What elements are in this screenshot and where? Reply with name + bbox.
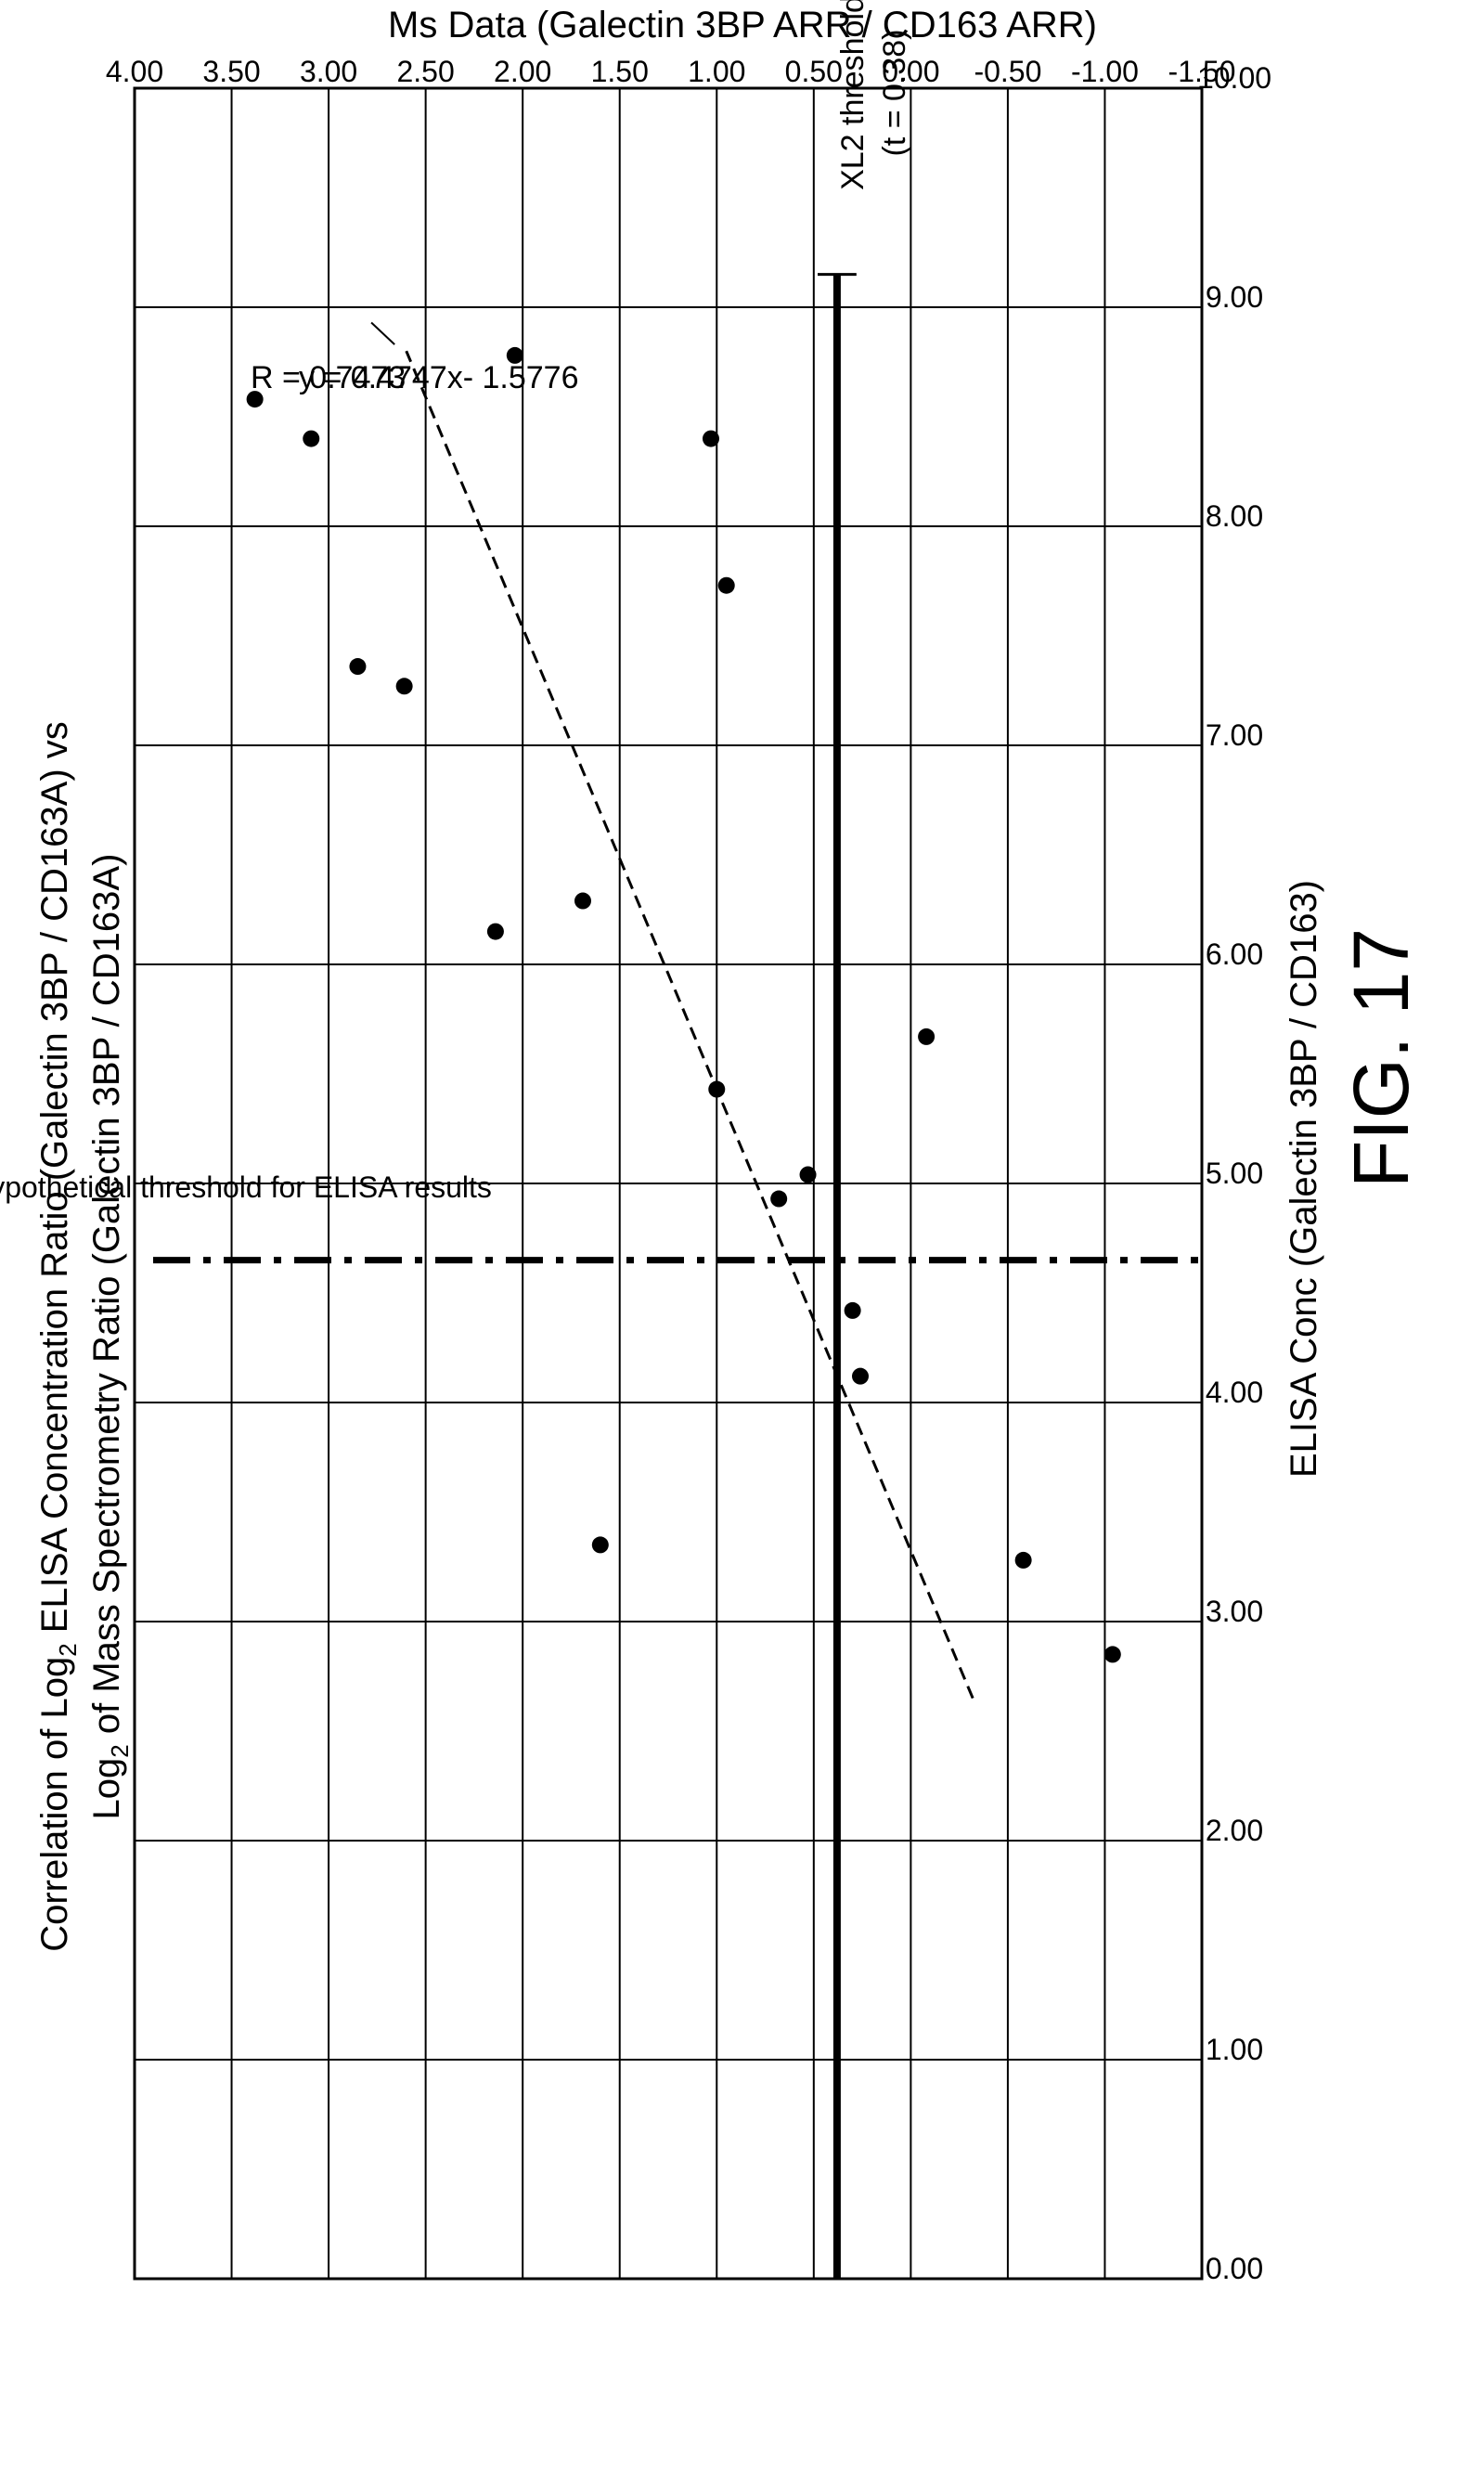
chart-title-line-1: Correlation of Log2 ELISA Concentration …: [34, 721, 82, 1952]
title-line-1-start: Correlation of Log: [34, 1657, 75, 1952]
title-line-2-start: Log: [86, 1758, 127, 1820]
y-tick-label: 3.50: [202, 55, 260, 88]
data-point: [396, 678, 413, 694]
x-tick-label: 6.00: [1206, 937, 1263, 971]
data-point: [800, 1167, 817, 1183]
y-tick-label: -1.00: [1071, 55, 1139, 88]
data-point: [708, 1081, 725, 1098]
x-tick-label: 9.00: [1206, 280, 1263, 314]
y-tick-label: 0.50: [785, 55, 843, 88]
threshold-lines: [153, 275, 1202, 2279]
y-tick-label: 4.00: [106, 55, 163, 88]
y-tick-label: 1.50: [591, 55, 649, 88]
x-tick-label: 0.00: [1206, 2252, 1263, 2285]
figure-label: FIG. 17: [1336, 910, 1429, 1188]
data-point: [852, 1368, 869, 1385]
data-point: [1104, 1646, 1121, 1662]
trendline-group: [371, 323, 973, 1699]
data-points: [247, 347, 1121, 1662]
x-tick-label: 4.00: [1206, 1376, 1263, 1409]
y-tick-label: 3.00: [300, 55, 357, 88]
x-tick-label: 7.00: [1206, 718, 1263, 752]
data-point: [592, 1536, 609, 1553]
x-axis-label: ELISA Conc (Galectin 3BP / CD163): [1284, 880, 1324, 1478]
data-point: [1015, 1552, 1032, 1569]
elisa-threshold-label: Hypothetical threshold for ELISA results: [0, 1170, 492, 1204]
xl2-threshold-label-line-2: (t = 0.38): [877, 29, 912, 156]
data-point: [718, 577, 735, 594]
title-line-2-rest: of Mass Spectrometry Ratio (Galectin 3BP…: [86, 854, 127, 1745]
y-tick-label: 2.50: [396, 55, 454, 88]
data-point: [918, 1028, 935, 1045]
y-axis-label: Ms Data (Galectin 3BP ARR / CD163 ARR): [388, 5, 1097, 45]
x-tick-label: 2.00: [1206, 1814, 1263, 1847]
data-point: [487, 924, 504, 940]
x-tick-label: 1.00: [1206, 2033, 1263, 2066]
title-line-2-subscript: 2: [106, 1744, 134, 1757]
data-point: [845, 1302, 861, 1319]
x-tick-label: 8.00: [1206, 499, 1263, 533]
data-point: [303, 431, 319, 447]
title-line-1-subscript: 2: [54, 1643, 82, 1656]
data-point: [349, 658, 366, 675]
trend-label-leader: [371, 323, 394, 345]
y-tick-label: -1.50: [1168, 55, 1236, 88]
x-tick-label: 5.00: [1206, 1157, 1263, 1190]
trendline: [406, 351, 973, 1698]
x-tick-label: 3.00: [1206, 1595, 1263, 1628]
y-tick-label: -0.50: [974, 55, 1041, 88]
data-point: [703, 431, 719, 447]
trend-r-label: R = 0.7473: [251, 360, 406, 395]
chart-title-line-2: Log2 of Mass Spectrometry Ratio (Galecti…: [86, 854, 134, 1820]
y-tick-label: 1.00: [688, 55, 745, 88]
data-point: [770, 1191, 787, 1208]
data-point: [574, 893, 591, 910]
y-tick-label: 2.00: [494, 55, 551, 88]
